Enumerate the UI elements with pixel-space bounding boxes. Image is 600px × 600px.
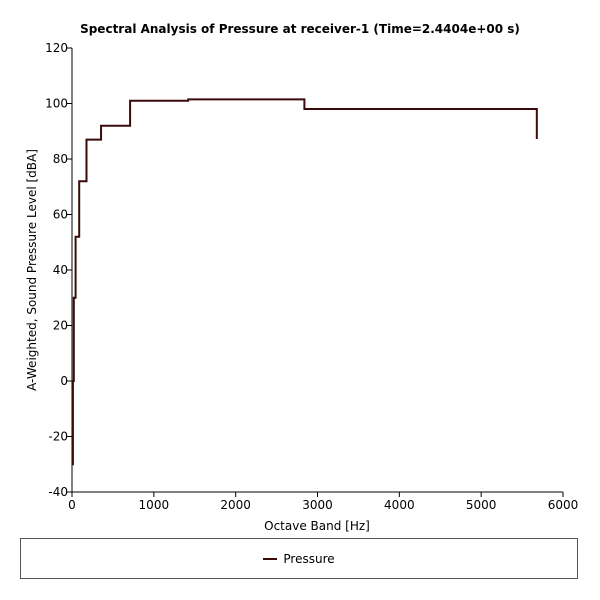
series-line-pressure <box>71 98 538 466</box>
x-tick-label: 5000 <box>466 498 497 512</box>
legend-swatch <box>263 557 278 560</box>
y-tick-label: 40 <box>53 263 68 277</box>
legend-label: Pressure <box>283 551 335 566</box>
chart-title: Spectral Analysis of Pressure at receive… <box>80 22 520 36</box>
y-tick-label: 120 <box>45 41 68 55</box>
x-tick-label: 6000 <box>548 498 579 512</box>
y-tick-label: 20 <box>53 319 68 333</box>
axes <box>71 48 563 493</box>
x-ticks: 0 1000 2000 3000 4000 5000 6000 <box>68 492 578 512</box>
x-tick-label: 2000 <box>220 498 251 512</box>
x-tick-label: 1000 <box>139 498 170 512</box>
y-tick-label: 0 <box>60 374 68 388</box>
x-tick-label: 4000 <box>384 498 415 512</box>
x-axis-label: Octave Band [Hz] <box>264 519 370 533</box>
x-tick-label: 3000 <box>302 498 333 512</box>
y-axis-label: A-Weighted, Sound Pressure Level [dBA] <box>25 149 39 391</box>
y-tick-label: 100 <box>45 97 68 111</box>
legend: Pressure <box>20 538 578 579</box>
y-tick-label: -40 <box>48 485 68 499</box>
y-tick-label: -20 <box>48 430 68 444</box>
x-tick-label: 0 <box>68 498 76 512</box>
y-tick-label: 60 <box>53 208 68 222</box>
y-tick-label: 80 <box>53 152 68 166</box>
y-ticks: -40 -20 0 20 40 60 80 100 120 <box>45 41 72 499</box>
series-layer <box>71 98 538 466</box>
legend-item-pressure: Pressure <box>263 551 335 566</box>
